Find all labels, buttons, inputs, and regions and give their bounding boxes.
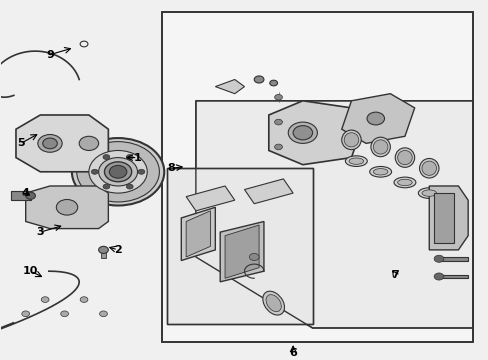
Ellipse shape (348, 158, 363, 164)
Circle shape (269, 80, 277, 86)
Circle shape (249, 253, 259, 261)
Polygon shape (181, 207, 215, 261)
Polygon shape (220, 221, 264, 282)
Circle shape (366, 112, 384, 125)
Text: 1: 1 (133, 153, 141, 163)
Circle shape (77, 141, 159, 202)
Polygon shape (268, 101, 361, 165)
Ellipse shape (370, 137, 389, 157)
Text: 8: 8 (167, 163, 175, 173)
Polygon shape (433, 193, 453, 243)
Polygon shape (428, 186, 467, 250)
Text: 3: 3 (37, 227, 44, 237)
Circle shape (274, 119, 282, 125)
Bar (438, 275, 467, 278)
Circle shape (22, 311, 30, 317)
Text: 6: 6 (288, 348, 296, 358)
Polygon shape (186, 186, 234, 211)
Ellipse shape (263, 291, 284, 315)
Circle shape (274, 94, 282, 100)
Circle shape (26, 192, 35, 199)
Ellipse shape (397, 179, 411, 186)
Circle shape (99, 158, 137, 186)
Polygon shape (244, 179, 292, 204)
Circle shape (72, 138, 164, 206)
Circle shape (103, 184, 110, 189)
Circle shape (287, 122, 317, 143)
Ellipse shape (265, 294, 281, 312)
Circle shape (99, 246, 108, 253)
Polygon shape (224, 225, 259, 278)
Bar (166, 168, 312, 324)
Circle shape (109, 165, 126, 178)
Circle shape (80, 297, 88, 302)
Polygon shape (215, 80, 244, 94)
Circle shape (91, 169, 98, 174)
Ellipse shape (421, 161, 436, 175)
Circle shape (254, 76, 264, 83)
Bar (101, 249, 106, 258)
Bar (166, 168, 312, 324)
Circle shape (292, 126, 312, 140)
Polygon shape (16, 115, 108, 172)
Polygon shape (186, 211, 210, 257)
Ellipse shape (393, 177, 415, 188)
Bar (162, 12, 472, 342)
Circle shape (79, 136, 99, 150)
Circle shape (104, 162, 131, 182)
Text: 4: 4 (22, 188, 30, 198)
Circle shape (126, 154, 133, 159)
Circle shape (56, 199, 78, 215)
Ellipse shape (344, 133, 358, 147)
Ellipse shape (372, 140, 387, 154)
Text: 5: 5 (17, 138, 24, 148)
Ellipse shape (341, 130, 361, 150)
Ellipse shape (417, 188, 439, 198)
Text: 9: 9 (46, 50, 54, 60)
Polygon shape (196, 101, 472, 328)
Ellipse shape (421, 190, 436, 196)
Ellipse shape (394, 148, 414, 167)
Circle shape (38, 135, 62, 152)
Bar (162, 12, 472, 342)
Circle shape (89, 150, 147, 193)
Bar (11, 191, 30, 200)
Circle shape (138, 169, 144, 174)
Text: 10: 10 (23, 266, 38, 276)
Text: 2: 2 (114, 245, 122, 255)
Bar (438, 257, 467, 261)
Ellipse shape (397, 150, 411, 165)
Circle shape (41, 297, 49, 302)
Ellipse shape (345, 156, 366, 166)
Text: 7: 7 (390, 270, 398, 280)
Circle shape (126, 184, 133, 189)
Polygon shape (26, 186, 108, 229)
Ellipse shape (372, 168, 387, 175)
Ellipse shape (369, 166, 391, 177)
Circle shape (42, 138, 57, 149)
Circle shape (433, 273, 443, 280)
Circle shape (274, 144, 282, 150)
Ellipse shape (419, 158, 438, 178)
Polygon shape (341, 94, 414, 143)
Circle shape (100, 311, 107, 317)
Circle shape (433, 255, 443, 262)
Circle shape (103, 154, 110, 159)
Circle shape (61, 311, 68, 317)
